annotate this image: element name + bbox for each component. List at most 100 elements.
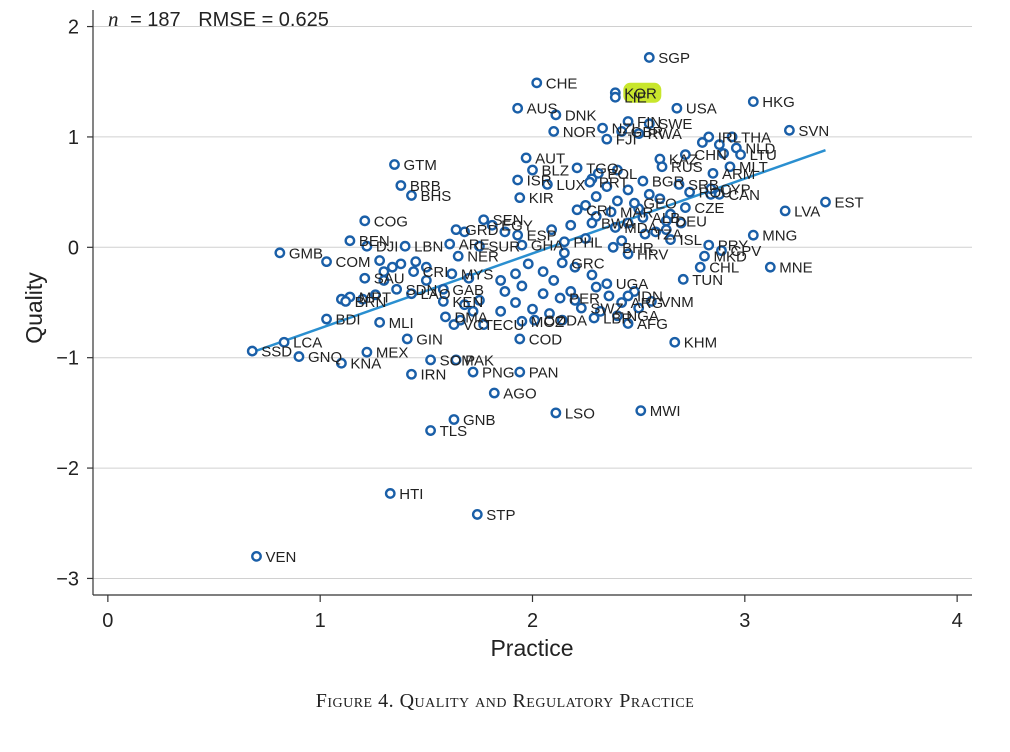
data-point [718, 148, 729, 159]
data-label: DJI [376, 239, 399, 256]
data-point [707, 167, 719, 179]
data-point [609, 222, 621, 233]
data-point [336, 357, 347, 369]
data-label: VCT [463, 317, 493, 334]
data-point [340, 295, 352, 307]
data-label: COD [529, 331, 563, 348]
data-label: ARG [631, 295, 664, 312]
data-point [531, 77, 543, 89]
data-point [696, 137, 708, 148]
data-point [622, 318, 634, 329]
data-point [471, 509, 483, 520]
data-point [486, 219, 498, 231]
data-point [514, 192, 526, 204]
data-label: DNK [565, 107, 597, 124]
data-point [586, 269, 598, 281]
data-point [590, 191, 602, 202]
fit-line [251, 149, 826, 354]
data-label: COG [374, 213, 408, 230]
data-label: FIN [637, 114, 661, 131]
y-tick-label: −1 [56, 348, 79, 370]
data-label: MLI [389, 315, 414, 332]
data-label: MKD [713, 249, 747, 266]
x-tick-label: 1 [315, 610, 326, 632]
data-point [569, 294, 581, 306]
data-label: NGA [626, 308, 659, 325]
data-label: DEU [675, 213, 707, 230]
y-tick-label: 2 [68, 17, 79, 39]
data-point [580, 233, 591, 244]
data-point [671, 102, 683, 114]
data-point [463, 272, 475, 284]
data-point [622, 290, 634, 302]
data-label: MDA [624, 220, 657, 237]
data-label: ISL [680, 232, 703, 249]
data-point [446, 268, 458, 280]
data-point [597, 122, 608, 134]
data-label: LBR [603, 310, 632, 327]
data-label: SWZ [590, 301, 623, 318]
data-point [274, 247, 286, 259]
data-label: TLS [440, 423, 468, 440]
data-point [586, 217, 598, 229]
data-point [565, 286, 577, 297]
data-point [677, 273, 689, 285]
data-point [675, 217, 687, 229]
data-point [527, 303, 538, 315]
data-label: MNG [762, 228, 797, 245]
data-point [488, 387, 500, 399]
data-label: ARE [459, 237, 490, 254]
data-label: HRV [637, 246, 668, 263]
data-point [601, 181, 613, 193]
data-point [548, 126, 560, 137]
y-tick-label: −3 [56, 568, 79, 590]
data-point [571, 204, 583, 216]
data-label: BWA [601, 216, 635, 233]
data-label: BLZ [542, 163, 570, 180]
data-point [635, 405, 647, 417]
data-point [361, 240, 373, 252]
highlights [623, 82, 662, 103]
data-point [747, 229, 759, 241]
data-label: PRT [599, 175, 629, 192]
data-point [386, 261, 398, 273]
figure-caption: Figure 4. Quality and Regulatory Practic… [315, 690, 695, 712]
data-point [459, 299, 470, 311]
data-point [820, 196, 831, 208]
data-point [637, 175, 649, 187]
data-point [514, 333, 526, 345]
data-label: LIE [624, 90, 647, 107]
data-point [246, 345, 258, 357]
data-label: SOM [440, 352, 474, 369]
data-point [679, 149, 691, 160]
data-label: GNQ [308, 349, 342, 366]
data-label: CZE [694, 200, 724, 217]
data-point [359, 272, 371, 284]
data-point [406, 288, 417, 300]
data-label: MOZ [531, 314, 564, 331]
data-point [622, 184, 634, 196]
data-label: GEO [643, 196, 676, 213]
data-point [603, 290, 615, 302]
data-label: HKG [762, 94, 795, 111]
data-label: KEN [452, 294, 483, 311]
data-point [440, 311, 451, 323]
data-point [293, 351, 305, 362]
data-label: LTU [750, 147, 777, 164]
data-label: CAN [728, 187, 760, 204]
data-point [633, 128, 645, 140]
data-label: MWI [650, 403, 681, 420]
data-point [520, 152, 532, 164]
y-tick-label: 0 [68, 237, 79, 259]
data-label: NLD [745, 140, 775, 157]
data-label: VNM [660, 294, 693, 311]
data-point [629, 197, 640, 209]
data-point [512, 174, 524, 186]
x-axis-title: Practice [490, 635, 573, 661]
data-point [361, 346, 373, 358]
data-label: MLT [739, 159, 768, 176]
data-point [516, 239, 528, 251]
data-label: EST [835, 195, 864, 212]
data-point [529, 314, 541, 326]
data-point [425, 354, 436, 366]
